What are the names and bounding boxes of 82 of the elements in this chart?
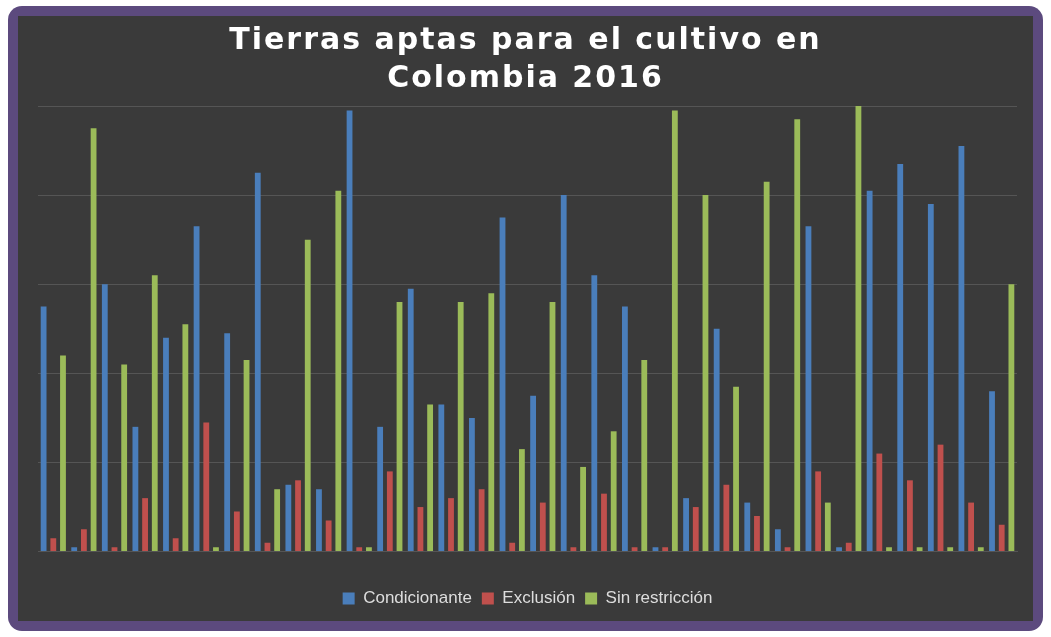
bar (610, 431, 617, 552)
bar (560, 195, 567, 552)
legend-label: Exclusión (502, 588, 576, 608)
bar (774, 529, 781, 552)
bar (254, 172, 261, 552)
bar (316, 489, 322, 552)
bar (692, 507, 699, 552)
bar (1008, 284, 1015, 552)
bar (233, 511, 240, 552)
bar (916, 547, 923, 552)
bar (836, 547, 842, 552)
bar (71, 547, 78, 552)
bar (469, 417, 475, 552)
bar (213, 547, 219, 552)
bar (407, 288, 414, 552)
bar (121, 364, 128, 552)
bar (907, 480, 913, 552)
bar (295, 480, 301, 552)
bar (304, 239, 311, 552)
bar (509, 542, 516, 552)
bar (60, 355, 66, 552)
bar (50, 538, 57, 552)
bar (101, 284, 108, 552)
bar (203, 422, 210, 552)
bar (815, 471, 822, 552)
bar (478, 489, 485, 552)
chart-title: Tierras aptas para el cultivo en Colombia 2016 (228, 20, 823, 96)
bar (754, 515, 760, 552)
bar (518, 449, 525, 552)
bar (876, 453, 883, 552)
bar (427, 404, 434, 552)
bar (794, 119, 801, 552)
bar (671, 110, 678, 552)
bar (927, 204, 934, 552)
bar (683, 498, 689, 552)
bar (438, 404, 445, 552)
bar (845, 542, 852, 552)
bar (824, 502, 831, 552)
bar (335, 190, 342, 552)
bar (539, 502, 546, 552)
bar (274, 489, 281, 552)
bar (977, 547, 984, 552)
bar (641, 359, 648, 552)
bar (377, 426, 384, 552)
bar (947, 547, 954, 552)
bar (968, 502, 975, 552)
bar (723, 484, 730, 552)
bar (621, 306, 628, 552)
legend-label: Condicionante (363, 588, 472, 608)
bar (601, 493, 607, 552)
bar (285, 484, 292, 552)
bar (151, 275, 158, 552)
bar (132, 426, 139, 552)
bar (448, 498, 454, 552)
bar (744, 502, 751, 552)
bar (989, 391, 995, 552)
bar (80, 529, 87, 552)
bar (457, 302, 464, 552)
bar (182, 324, 189, 552)
bar (488, 293, 495, 552)
bar (662, 547, 669, 552)
bar (580, 466, 586, 552)
legend-label: Sin restricción (605, 588, 713, 608)
bar (733, 386, 739, 552)
bar (366, 547, 372, 552)
bar (172, 538, 179, 552)
bar (886, 547, 892, 552)
bar (530, 395, 537, 552)
bar (897, 163, 904, 552)
bar (570, 547, 577, 552)
bar (591, 275, 598, 552)
bar (40, 306, 47, 552)
bar (763, 181, 770, 552)
bar (325, 520, 332, 552)
bar (163, 337, 169, 552)
bar (386, 471, 393, 552)
bar (866, 190, 873, 552)
bar (224, 333, 231, 552)
bar (713, 328, 720, 552)
bar (356, 547, 363, 552)
bar (998, 524, 1005, 552)
bar (142, 498, 148, 552)
